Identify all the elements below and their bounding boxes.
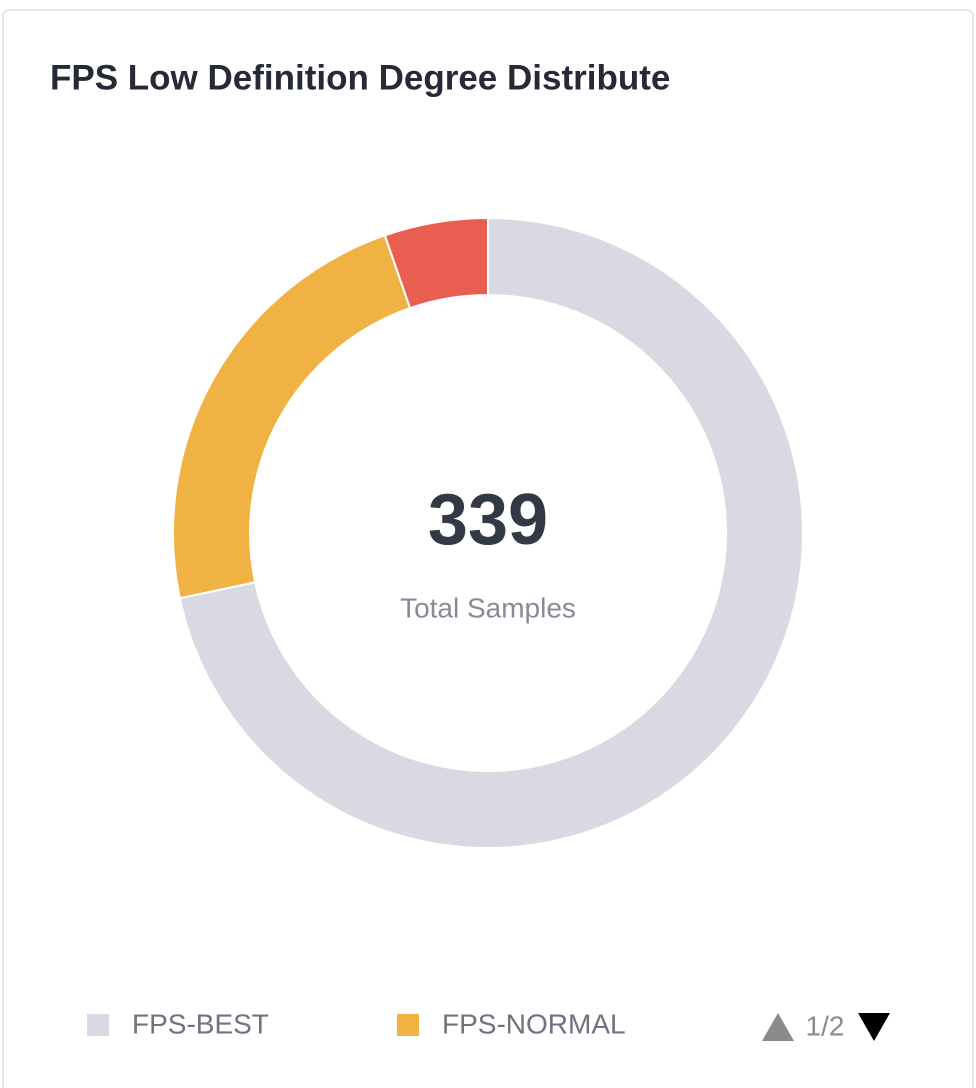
donut-segment	[178, 216, 804, 849]
legend: FPS-BEST FPS-NORMAL	[87, 1008, 626, 1039]
chart-title: FPS Low Definition Degree Distribute	[50, 58, 670, 97]
card	[2, 9, 974, 1088]
total-value: 339	[428, 480, 548, 560]
legend-page: 1/2	[806, 1010, 845, 1041]
legend-label: FPS-NORMAL	[442, 1008, 626, 1039]
center-label: Total Samples	[400, 592, 576, 623]
donut-segment	[383, 216, 489, 310]
donut	[172, 216, 804, 849]
legend-prev[interactable]	[762, 1013, 794, 1041]
legend-swatch	[87, 1014, 109, 1036]
legend-next[interactable]	[858, 1013, 890, 1041]
legend-swatch	[397, 1014, 419, 1036]
legend-label: FPS-BEST	[132, 1008, 269, 1039]
